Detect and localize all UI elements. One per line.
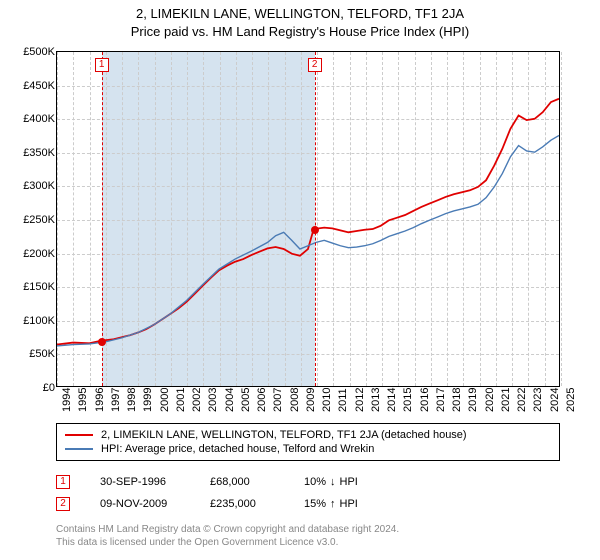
x-tick-label: 2014	[386, 388, 398, 412]
event-delta-pct: 10%	[304, 476, 326, 488]
chart-lines	[57, 52, 559, 386]
event-delta-suffix: HPI	[340, 476, 358, 488]
y-tick-label: £450K	[23, 80, 55, 92]
x-tick-label: 2005	[240, 388, 252, 412]
x-tick-label: 2011	[337, 388, 349, 412]
event-delta-suffix: HPI	[340, 498, 358, 510]
x-axis: 1994 1995 1996 1997 1998 1999 2000 2001 2002 2003…	[57, 388, 559, 412]
legend-label: 2, LIMEKILN LANE, WELLINGTON, TELFORD, T…	[101, 429, 467, 441]
x-tick-label: 2021	[500, 388, 512, 412]
footer-line: This data is licensed under the Open Gov…	[56, 536, 560, 549]
event-price: £235,000	[210, 498, 280, 510]
arrow-up-icon: ↑	[330, 498, 336, 510]
x-tick-label: 2017	[435, 388, 447, 412]
event-row: 2 09-NOV-2009 £235,000 15% ↑ HPI	[56, 493, 560, 515]
page-subtitle: Price paid vs. HM Land Registry's House …	[0, 24, 600, 39]
y-tick-label: £200K	[23, 248, 55, 260]
event-index-box: 1	[56, 475, 70, 489]
event-delta-pct: 15%	[304, 498, 326, 510]
legend-swatch-subject	[65, 434, 93, 436]
series-subject	[57, 99, 559, 345]
event-marker-box: 2	[308, 58, 322, 72]
price-chart: £0£50K£100K£150K£200K£250K£300K£350K£400…	[56, 51, 560, 387]
legend-label: HPI: Average price, detached house, Telf…	[101, 443, 374, 455]
event-index-box: 2	[56, 497, 70, 511]
x-tick-label: 2012	[354, 388, 366, 412]
event-marker-dot	[98, 338, 106, 346]
y-axis: £0£50K£100K£150K£200K£250K£300K£350K£400…	[9, 52, 55, 386]
x-tick-label: 2023	[532, 388, 544, 412]
x-tick-label: 2013	[370, 388, 382, 412]
y-tick-label: £250K	[23, 214, 55, 226]
event-row: 1 30-SEP-1996 £68,000 10% ↓ HPI	[56, 471, 560, 493]
y-tick-label: £0	[43, 382, 55, 394]
x-tick-label: 1999	[142, 388, 154, 412]
x-tick-label: 1996	[94, 388, 106, 412]
x-tick-label: 2002	[191, 388, 203, 412]
x-tick-label: 1994	[61, 388, 73, 412]
y-tick-label: £300K	[23, 180, 55, 192]
x-tick-label: 2000	[159, 388, 171, 412]
y-tick-label: £100K	[23, 315, 55, 327]
gridline-v	[561, 52, 562, 386]
footer-line: Contains HM Land Registry data © Crown c…	[56, 523, 560, 536]
event-marker-line	[102, 52, 103, 386]
legend-item: HPI: Average price, detached house, Telf…	[65, 442, 551, 456]
x-tick-label: 2018	[451, 388, 463, 412]
event-delta: 10% ↓ HPI	[304, 476, 358, 488]
x-tick-label: 1995	[77, 388, 89, 412]
x-tick-label: 1998	[126, 388, 138, 412]
x-tick-label: 2004	[224, 388, 236, 412]
arrow-down-icon: ↓	[330, 476, 336, 488]
x-tick-label: 1997	[110, 388, 122, 412]
event-marker-line	[315, 52, 316, 386]
title-block: 2, LIMEKILN LANE, WELLINGTON, TELFORD, T…	[0, 0, 600, 43]
x-tick-label: 2019	[467, 388, 479, 412]
event-date: 09-NOV-2009	[100, 498, 186, 510]
x-tick-label: 2015	[402, 388, 414, 412]
x-tick-label: 2016	[419, 388, 431, 412]
event-date: 30-SEP-1996	[100, 476, 186, 488]
x-tick-label: 2009	[305, 388, 317, 412]
event-delta: 15% ↑ HPI	[304, 498, 358, 510]
y-tick-label: £150K	[23, 281, 55, 293]
x-tick-label: 2022	[516, 388, 528, 412]
x-tick-label: 2003	[207, 388, 219, 412]
series-hpi	[57, 136, 559, 346]
x-tick-label: 2007	[272, 388, 284, 412]
event-table: 1 30-SEP-1996 £68,000 10% ↓ HPI 2 09-NOV…	[56, 471, 560, 515]
y-tick-label: £400K	[23, 113, 55, 125]
event-marker-dot	[311, 226, 319, 234]
x-tick-label: 2010	[321, 388, 333, 412]
x-tick-label: 2024	[549, 388, 561, 412]
page-title: 2, LIMEKILN LANE, WELLINGTON, TELFORD, T…	[0, 6, 600, 21]
x-tick-label: 2025	[565, 388, 577, 412]
y-tick-label: £500K	[23, 46, 55, 58]
x-tick-label: 2001	[175, 388, 187, 412]
legend-item: 2, LIMEKILN LANE, WELLINGTON, TELFORD, T…	[65, 428, 551, 442]
x-tick-label: 2006	[256, 388, 268, 412]
legend-swatch-hpi	[65, 448, 93, 450]
legend: 2, LIMEKILN LANE, WELLINGTON, TELFORD, T…	[56, 423, 560, 461]
event-marker-box: 1	[95, 58, 109, 72]
y-tick-label: £350K	[23, 147, 55, 159]
x-tick-label: 2020	[484, 388, 496, 412]
event-price: £68,000	[210, 476, 280, 488]
footer-attribution: Contains HM Land Registry data © Crown c…	[56, 523, 560, 549]
y-tick-label: £50K	[29, 348, 55, 360]
x-tick-label: 2008	[289, 388, 301, 412]
